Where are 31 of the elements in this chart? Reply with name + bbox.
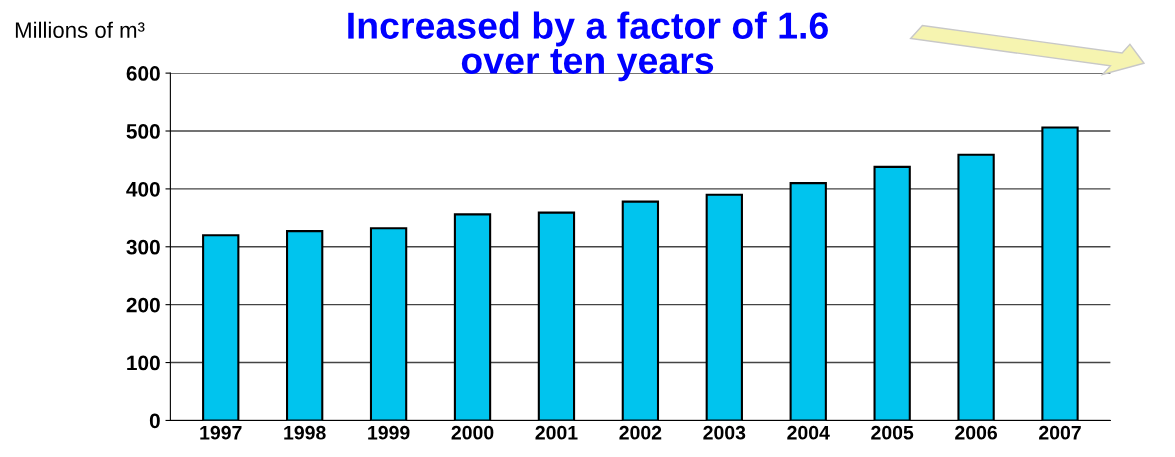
y-tick-label: 400: [126, 181, 160, 197]
bar: [621, 200, 660, 421]
bar: [286, 230, 324, 421]
x-tick-label: 1997: [200, 425, 242, 440]
bar: [873, 165, 911, 421]
x-tick-label: 1998: [284, 425, 326, 440]
x-tick-label: 2002: [619, 425, 662, 440]
bar: [369, 227, 408, 421]
y-tick-label: 0: [149, 413, 160, 429]
y-tick-label: 300: [126, 239, 160, 255]
y-tick-label: 200: [126, 297, 160, 313]
bar: [202, 234, 240, 421]
x-tick-label: 2004: [787, 425, 830, 440]
x-tick-label: 2000: [451, 425, 494, 440]
x-tick-label: 2007: [1039, 425, 1081, 440]
y-axis-title: Millions of m³: [15, 21, 145, 38]
bar: [957, 153, 995, 421]
chart-title: Increased by a factor of 1.6 over ten years: [348, 11, 828, 82]
y-tick-label: 500: [126, 124, 160, 139]
bar: [1041, 126, 1079, 421]
y-tick-label: 100: [127, 355, 160, 371]
x-tick-label: 2006: [955, 425, 998, 440]
x-tick-label: 2001: [535, 425, 578, 440]
x-tick-label: 1999: [368, 425, 410, 440]
bar: [537, 211, 576, 421]
y-tick-label: 600: [126, 66, 160, 81]
x-tick-label: 2003: [703, 425, 746, 440]
x-tick-label: 2005: [871, 425, 914, 440]
bar: [705, 193, 743, 421]
bar: [453, 213, 492, 421]
bar: [789, 182, 827, 421]
